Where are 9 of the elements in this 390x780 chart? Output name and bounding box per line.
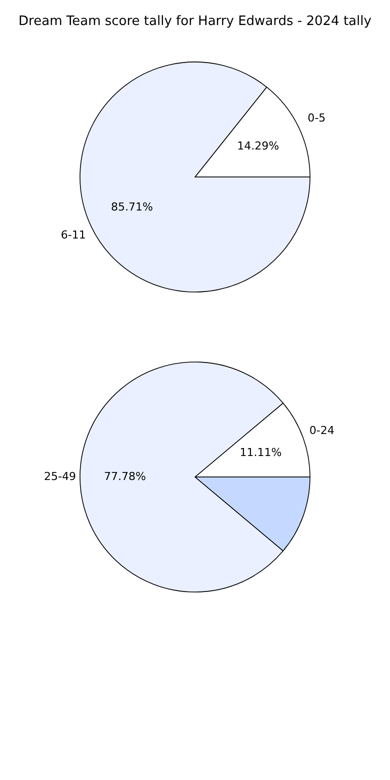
data-label: 77.78% [104, 470, 146, 483]
slice-label: 0-24 [309, 424, 334, 437]
slice-label: 0-5 [308, 111, 326, 124]
slice-label: 25-49 [44, 470, 76, 483]
data-label: 14.29% [237, 140, 280, 153]
slice-label: 6-11 [60, 228, 86, 242]
chart-title: Dream Team score tally for Harry Edwards - 2024 tally [18, 14, 372, 29]
data-label: 85.71% [110, 200, 153, 214]
data-label: 11.11% [240, 446, 282, 460]
